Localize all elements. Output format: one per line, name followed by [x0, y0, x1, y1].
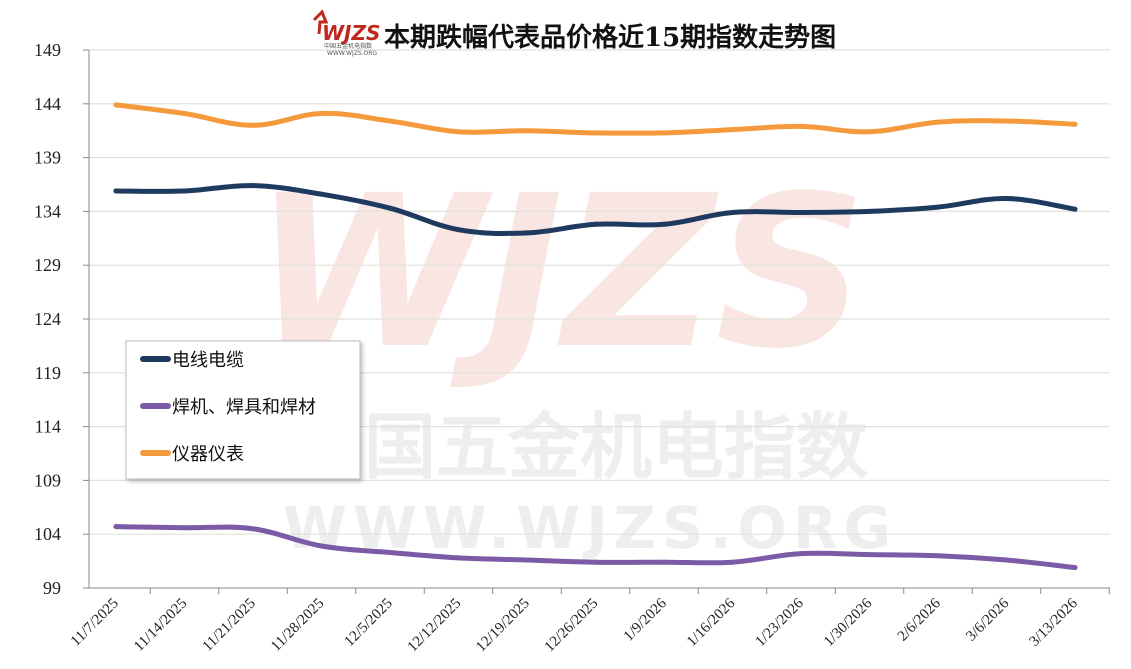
y-axis-ticks: 149 144 139 134 129 124 119 114 109 104 99 — [34, 40, 61, 598]
data-point-2-12 — [935, 119, 941, 125]
y-tick-label: 134 — [34, 201, 61, 221]
data-point-1-6 — [524, 557, 530, 563]
title-block: WJZS 中国五金机电指数 WWW.WJZS.ORG 本期跌幅代表品价格近15期… — [312, 9, 836, 57]
chart-title: 本期跌幅代表品价格近15期指数走势图 — [384, 22, 836, 53]
data-point-2-9 — [730, 127, 735, 133]
x-tick-label: 1/23/2026 — [752, 595, 807, 650]
data-point-0-0 — [113, 188, 119, 194]
logo-subtitle: 中国五金机电指数 — [324, 42, 372, 50]
data-point-2-6 — [524, 128, 530, 134]
y-tick-label: 144 — [34, 94, 61, 114]
data-point-2-1 — [182, 110, 187, 116]
y-tick-label: 99 — [43, 578, 61, 598]
x-tick-label: 3/13/2026 — [1026, 595, 1081, 650]
x-tick-label: 12/5/2025 — [341, 596, 395, 650]
data-point-2-7 — [593, 130, 598, 136]
x-tick-label: 11/21/2025 — [200, 596, 259, 655]
data-point-1-8 — [661, 559, 667, 565]
y-tick-label: 124 — [34, 309, 61, 329]
legend-label-0: 电线电缆 — [172, 350, 244, 371]
data-point-0-6 — [524, 230, 530, 236]
data-point-0-13 — [1004, 195, 1009, 201]
y-tick-label: 109 — [34, 470, 61, 490]
series-line-2 — [113, 102, 1078, 136]
data-point-2-10 — [798, 123, 804, 129]
y-tick-label: 139 — [34, 148, 61, 168]
data-point-0-3 — [319, 191, 324, 197]
data-point-2-3 — [319, 110, 324, 116]
x-axis-ticks: 11/7/2025 11/14/2025 11/21/2025 11/28/2025 1… — [68, 595, 1081, 655]
y-tick-label: 104 — [34, 524, 61, 544]
y-tick-label: 129 — [34, 255, 61, 275]
legend-label-2: 仪器仪表 — [172, 444, 244, 465]
data-point-0-8 — [661, 221, 667, 227]
data-point-1-12 — [935, 553, 941, 559]
data-point-1-3 — [319, 543, 324, 549]
data-point-0-12 — [935, 204, 941, 210]
data-point-1-5 — [456, 555, 461, 561]
x-tick-label: 11/28/2025 — [268, 596, 327, 655]
data-point-0-5 — [456, 227, 461, 233]
data-point-0-9 — [730, 209, 735, 215]
data-point-1-7 — [593, 559, 598, 565]
data-point-1-14 — [1072, 565, 1078, 571]
series-lines — [113, 102, 1078, 571]
wjzs-logo: WJZS 中国五金机电指数 WWW.WJZS.ORG — [312, 9, 380, 57]
y-tick-label: 149 — [34, 40, 61, 60]
x-tick-label: 1/9/2026 — [621, 595, 670, 644]
data-point-2-13 — [1004, 118, 1009, 124]
data-point-0-7 — [593, 221, 598, 227]
y-tick-label: 114 — [35, 417, 61, 437]
data-point-1-1 — [182, 525, 187, 531]
data-point-0-14 — [1072, 206, 1078, 212]
logo-text: WJZS — [322, 21, 380, 45]
x-tick-label: 3/6/2026 — [963, 595, 1012, 644]
data-point-0-2 — [250, 183, 256, 189]
logo-url: WWW.WJZS.ORG — [327, 50, 377, 57]
data-point-0-4 — [387, 205, 393, 211]
data-point-0-1 — [182, 188, 187, 194]
data-point-1-0 — [113, 524, 119, 530]
y-tick-label: 119 — [35, 363, 61, 383]
x-tick-label: 12/19/2025 — [473, 596, 533, 656]
x-tick-label: 12/26/2025 — [542, 596, 602, 656]
data-point-2-8 — [661, 130, 667, 136]
watermark-chinese-text: 中国五金机电指数 — [292, 405, 868, 489]
x-tick-label: 2/6/2026 — [895, 595, 944, 644]
data-point-1-4 — [387, 549, 393, 555]
data-point-2-14 — [1072, 121, 1078, 127]
x-tick-label: 11/14/2025 — [131, 596, 190, 655]
axes — [83, 49, 1110, 594]
data-point-1-2 — [250, 526, 256, 532]
data-point-1-9 — [730, 559, 735, 565]
legend-label-1: 焊机、焊具和焊材 — [172, 397, 316, 418]
data-point-1-13 — [1004, 557, 1009, 563]
data-point-2-4 — [387, 118, 393, 124]
data-point-2-2 — [250, 122, 256, 128]
data-point-2-0 — [113, 102, 119, 108]
logo-arrow-icon — [312, 9, 329, 35]
x-tick-label: 1/30/2026 — [821, 595, 876, 650]
data-point-0-11 — [867, 208, 872, 214]
x-tick-label: 1/16/2026 — [684, 595, 739, 650]
data-point-1-10 — [798, 551, 804, 557]
data-point-0-10 — [798, 209, 804, 215]
data-point-2-11 — [867, 129, 872, 135]
data-point-2-5 — [456, 129, 461, 135]
data-point-1-11 — [867, 552, 872, 558]
x-tick-label: 11/7/2025 — [68, 596, 122, 650]
x-tick-label: 12/12/2025 — [405, 596, 465, 656]
